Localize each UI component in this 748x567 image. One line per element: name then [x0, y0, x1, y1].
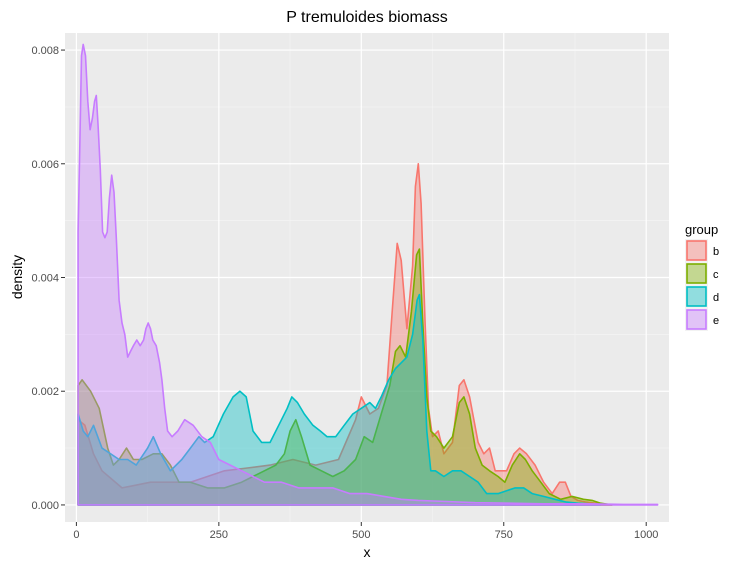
legend-title: group — [685, 222, 718, 237]
x-tick-label: 500 — [352, 529, 370, 541]
x-tick-label: 1000 — [634, 529, 658, 541]
legend-label-b: b — [713, 246, 719, 258]
legend-label-e: e — [713, 315, 719, 327]
legend-swatch-e — [686, 309, 707, 330]
density-area-d — [77, 293, 602, 506]
legend-swatch-b — [686, 240, 707, 261]
y-tick-label: 0.000 — [31, 500, 59, 512]
x-tick-label: 0 — [73, 529, 79, 541]
density-area-c — [77, 248, 613, 506]
legend-key-c — [685, 262, 708, 285]
legend-key-d — [685, 285, 708, 308]
y-tick-label: 0.006 — [31, 159, 59, 171]
legend-key-b — [685, 239, 708, 262]
legend-key-e — [685, 308, 708, 331]
chart-title: P tremuloides biomass — [286, 9, 448, 26]
density-area-b — [77, 163, 613, 506]
y-tick-label: 0.008 — [31, 45, 59, 57]
x-axis: 0 250 500 750 1000 — [73, 522, 658, 541]
density-areas — [77, 43, 659, 506]
density-area-e — [77, 43, 659, 506]
legend-label-d: d — [713, 292, 719, 304]
y-axis-title: density — [9, 255, 25, 299]
legend-swatch-c — [686, 263, 707, 284]
x-axis-title: x — [364, 544, 371, 560]
y-tick-label: 0.002 — [31, 386, 59, 398]
x-tick-label: 750 — [495, 529, 513, 541]
legend-swatch-d — [686, 286, 707, 307]
legend-label-c: c — [713, 269, 719, 281]
y-axis: 0.000 0.002 0.004 0.006 0.008 — [31, 45, 65, 512]
y-tick-label: 0.004 — [31, 273, 59, 285]
x-tick-label: 250 — [210, 529, 228, 541]
